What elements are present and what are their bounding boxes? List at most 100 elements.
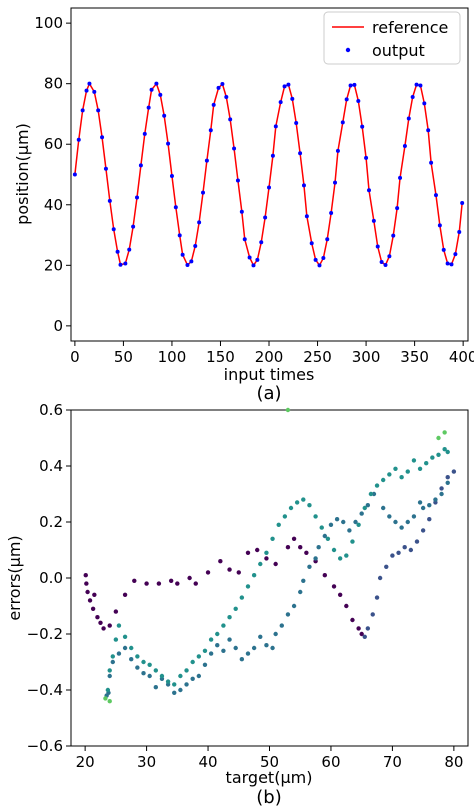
y-tick-label: −0.4: [27, 681, 63, 699]
y-tick-label: 100: [34, 14, 63, 32]
output-point: [92, 89, 97, 94]
output-point: [270, 153, 275, 158]
error-point: [255, 547, 260, 553]
output-point: [255, 257, 260, 262]
x-tick-label: 40: [198, 753, 217, 771]
error-point: [380, 505, 386, 511]
error-point: [215, 643, 220, 648]
output-point: [457, 230, 462, 235]
error-point: [313, 514, 318, 519]
output-point: [414, 82, 419, 87]
legend-dot-output: [345, 47, 351, 53]
output-point: [251, 263, 256, 268]
output-point: [364, 155, 369, 160]
output-point: [138, 163, 143, 168]
output-point: [232, 146, 237, 151]
error-point: [218, 559, 223, 564]
output-point: [228, 117, 233, 122]
x-tick-label: 20: [76, 753, 95, 771]
plot-area-b: [83, 407, 457, 704]
output-point: [383, 263, 388, 268]
x-axis-a: 0 50 100 150 200 250 300 350 400: [70, 341, 474, 366]
error-point: [85, 589, 90, 595]
error-point: [116, 623, 122, 628]
output-point: [286, 82, 291, 87]
error-point: [420, 505, 426, 511]
error-point: [424, 461, 429, 466]
error-point: [436, 435, 441, 441]
error-point: [107, 623, 112, 628]
error-point: [359, 511, 364, 516]
output-point: [158, 92, 163, 97]
output-point: [185, 263, 190, 268]
error-point: [208, 651, 214, 656]
output-point: [437, 223, 442, 228]
error-point: [202, 662, 208, 667]
error-point: [399, 525, 404, 530]
output-point: [96, 108, 101, 113]
output-point: [135, 195, 139, 200]
error-point: [107, 668, 112, 673]
output-point: [391, 233, 396, 238]
error-point: [258, 634, 263, 639]
x-axis-label-b: target(μm): [226, 768, 313, 787]
chart-panel-a: 0 50 100 150 200 250 300 350 400 0 20 40 60 80 100 re…: [13, 7, 474, 404]
error-point: [270, 645, 275, 651]
error-point: [341, 519, 346, 525]
error-point: [135, 665, 140, 670]
output-point: [325, 237, 330, 242]
output-point: [87, 81, 92, 86]
x-tick-label: 250: [303, 348, 332, 366]
error-point: [331, 547, 337, 553]
error-point: [319, 525, 324, 530]
error-point: [374, 595, 380, 600]
error-point: [147, 662, 152, 667]
y-tick-label: 0: [53, 317, 63, 335]
output-point: [445, 261, 450, 266]
error-point: [417, 500, 423, 505]
error-point: [208, 637, 214, 642]
x-tick-label: 100: [158, 348, 187, 366]
error-point: [193, 581, 198, 586]
x-tick-label: 350: [400, 348, 429, 366]
error-point: [414, 539, 420, 544]
x-axis-label-a: input times: [224, 365, 315, 384]
error-point: [129, 657, 134, 662]
error-point: [405, 519, 410, 525]
caption-a: (a): [256, 383, 281, 404]
error-point: [377, 575, 383, 581]
error-point: [356, 522, 361, 527]
error-point: [298, 589, 303, 595]
error-point: [322, 533, 328, 539]
output-point: [348, 83, 353, 88]
output-point: [72, 172, 77, 177]
error-point: [285, 612, 291, 617]
chart-panel-b: 20 30 40 50 60 70 80 −0.6−0.4−0.20.00.20.40.6 …: [5, 401, 469, 808]
output-point: [123, 261, 128, 266]
error-point: [258, 561, 263, 567]
error-point: [92, 592, 97, 597]
error-point: [141, 659, 146, 665]
error-point: [365, 503, 371, 508]
error-point: [113, 609, 119, 614]
output-point: [216, 85, 221, 90]
error-point: [445, 449, 450, 455]
error-point: [298, 545, 303, 550]
legend-box: [323, 11, 461, 65]
output-point: [131, 224, 136, 229]
output-point: [449, 262, 454, 267]
output-point: [193, 243, 198, 248]
error-point: [113, 637, 119, 642]
y-tick-label: 0.4: [39, 457, 63, 475]
error-point: [436, 452, 441, 457]
error-point: [103, 696, 108, 701]
error-point: [344, 553, 349, 558]
error-point: [178, 687, 183, 693]
output-point: [111, 227, 116, 232]
output-point: [294, 121, 299, 126]
y-tick-label: 0.6: [39, 401, 63, 419]
output-point: [180, 252, 185, 257]
error-point: [291, 603, 297, 609]
output-point: [387, 254, 392, 259]
